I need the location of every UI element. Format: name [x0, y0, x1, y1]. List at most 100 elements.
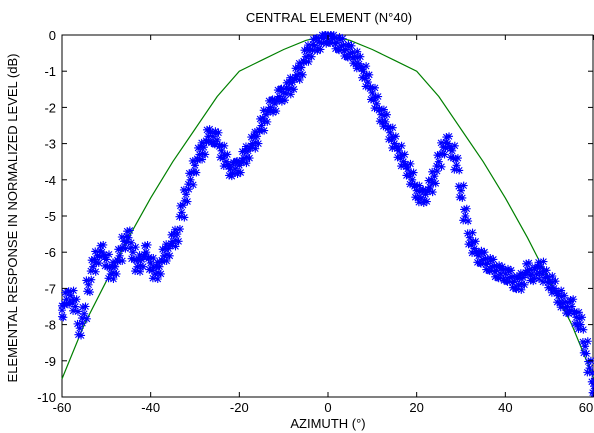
data-point-marker — [535, 269, 544, 278]
data-point-marker — [394, 146, 403, 155]
data-point-marker — [495, 263, 504, 272]
data-point-marker — [468, 238, 477, 247]
data-point-marker — [476, 259, 485, 268]
data-point-marker — [362, 71, 371, 80]
data-point-marker — [436, 150, 445, 159]
y-tick-label: -6 — [44, 245, 56, 260]
y-tick-label: -10 — [37, 390, 56, 405]
data-point-marker — [180, 213, 189, 222]
data-point-marker — [544, 283, 553, 292]
data-point-marker — [553, 298, 562, 307]
plot-area — [58, 31, 594, 398]
data-point-marker — [375, 117, 384, 126]
data-point-marker — [572, 313, 581, 322]
data-point-marker — [124, 233, 133, 242]
data-point-marker — [109, 269, 118, 278]
data-point-marker — [432, 162, 441, 171]
data-point-marker — [531, 263, 540, 272]
data-point-marker — [109, 274, 118, 283]
data-point-marker — [117, 232, 126, 241]
data-point-marker — [94, 259, 103, 268]
data-point — [100, 250, 113, 271]
data-point-marker — [121, 244, 130, 253]
data-point — [503, 266, 517, 287]
data-point-marker — [450, 141, 459, 150]
data-point-marker — [410, 182, 419, 191]
data-point-marker — [93, 251, 102, 260]
data-point-marker — [85, 288, 94, 297]
data-point-marker — [588, 369, 594, 378]
data-point-marker — [214, 128, 223, 137]
data-point — [578, 337, 592, 358]
data-point-marker — [564, 309, 573, 318]
data-point-marker — [163, 251, 172, 260]
data-point — [113, 244, 127, 265]
data-point-marker — [409, 168, 418, 177]
data-point-marker — [272, 107, 281, 116]
data-point-marker — [552, 287, 561, 296]
data-point-marker — [86, 267, 95, 276]
data-point-marker — [465, 233, 474, 242]
data-point-marker — [257, 121, 266, 130]
data-point — [459, 204, 473, 226]
data-point-marker — [75, 324, 84, 333]
y-tick-label: 0 — [49, 28, 56, 43]
data-point-marker — [73, 319, 82, 328]
data-point-marker — [575, 314, 584, 323]
data-point-marker — [337, 41, 346, 50]
data-point-marker — [411, 193, 420, 202]
data-point-marker — [450, 165, 459, 174]
data-point-marker — [381, 117, 390, 126]
x-tick-label: -60 — [53, 400, 72, 415]
data-point-marker — [464, 217, 473, 226]
data-point-marker — [199, 143, 208, 152]
data-point-marker — [350, 52, 359, 61]
data-point-marker — [461, 212, 470, 220]
data-point-marker — [370, 104, 379, 113]
data-point-marker — [579, 325, 588, 334]
data-point-marker — [491, 272, 500, 281]
data-point — [175, 201, 189, 222]
data-point-marker — [162, 240, 171, 249]
data-point-marker — [145, 265, 154, 274]
data-point-marker — [136, 267, 145, 276]
data-point-marker — [118, 243, 127, 252]
data-point-marker — [363, 78, 372, 87]
data-point-marker — [211, 129, 220, 138]
data-point-marker — [415, 187, 424, 196]
data-point-marker — [142, 248, 151, 257]
data-point-marker — [321, 31, 330, 39]
data-point-marker — [234, 167, 243, 176]
data-point-marker — [175, 212, 184, 221]
data-point-marker — [525, 265, 534, 274]
data-point-marker — [557, 286, 566, 295]
data-point-marker — [210, 140, 219, 149]
data-point — [445, 141, 459, 163]
data-point-marker — [263, 117, 272, 126]
data-point-marker — [187, 168, 196, 177]
data-point-marker — [377, 110, 386, 119]
data-point-marker — [530, 274, 539, 283]
data-point-marker — [171, 242, 180, 251]
data-point-marker — [168, 237, 177, 246]
data-point — [392, 141, 406, 163]
data-point-marker — [90, 255, 99, 264]
data-point-marker — [194, 143, 203, 152]
data-point-marker — [532, 269, 541, 278]
data-point-marker — [548, 272, 557, 281]
data-point-marker — [557, 292, 566, 301]
data-point-marker — [462, 204, 471, 213]
data-point-marker — [220, 141, 229, 150]
data-point-marker — [397, 141, 406, 150]
data-point-marker — [430, 172, 439, 181]
data-point-marker — [574, 308, 583, 317]
data-point — [69, 295, 82, 316]
data-point-marker — [146, 259, 155, 268]
data-point-marker — [393, 153, 402, 162]
data-point-marker — [113, 256, 122, 265]
data-point-marker — [131, 243, 140, 252]
data-point-marker — [189, 167, 198, 176]
data-point-marker — [112, 269, 121, 278]
data-point-marker — [587, 377, 594, 386]
data-point-marker — [424, 176, 433, 185]
